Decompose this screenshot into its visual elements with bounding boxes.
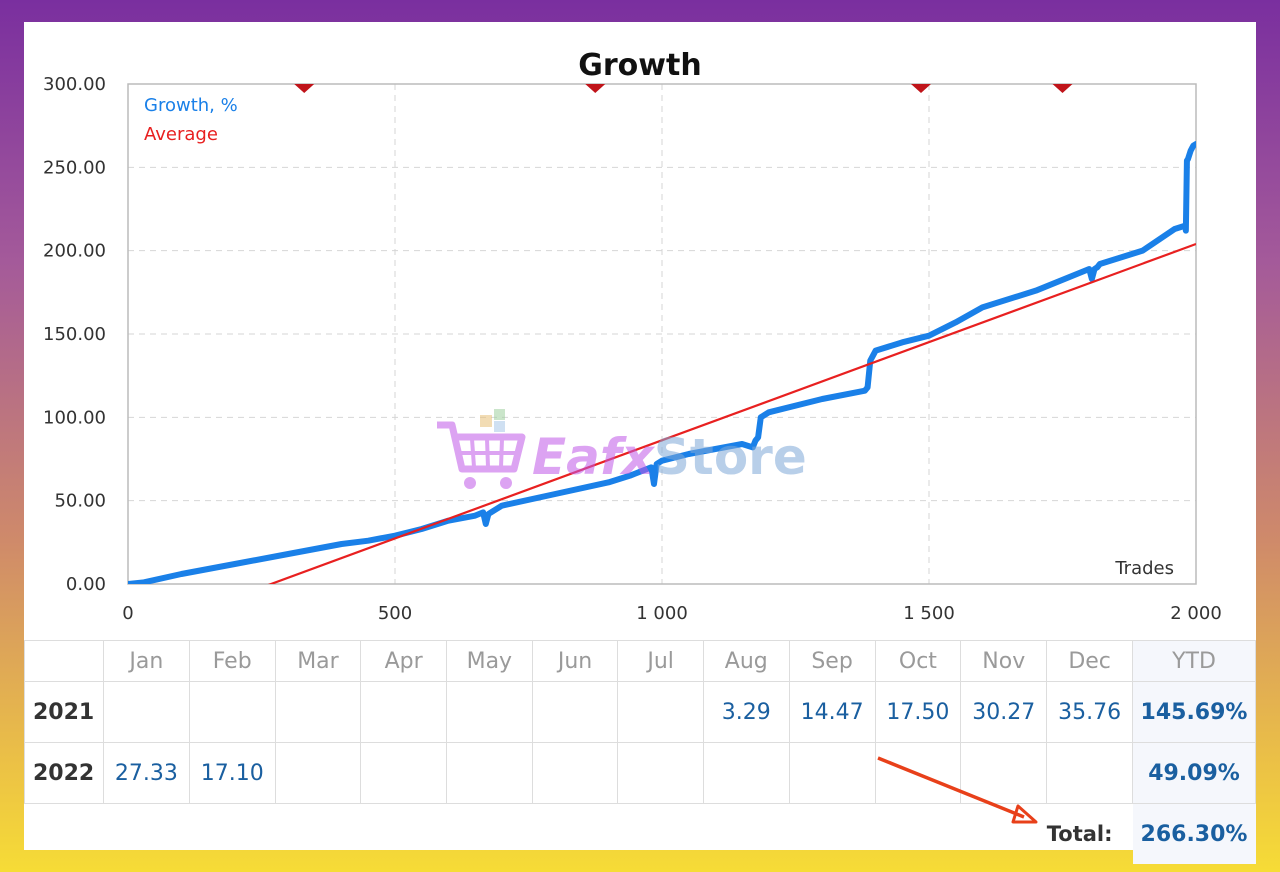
header-month: Sep — [788, 640, 876, 682]
table-cell — [531, 681, 619, 743]
deposit-marker-icon — [585, 84, 606, 93]
monthly-returns-table: Jan Feb Mar Apr May Jun Jul Aug Sep Oct … — [24, 640, 1256, 864]
legend-average: Average — [144, 124, 218, 145]
x-tick-label: 0 — [122, 603, 133, 624]
table-cell — [531, 742, 619, 804]
table-cell: 3.29 — [702, 681, 790, 743]
growth-panel: Growth 0.00 50.00 100.00 150.00 200.00 250.00… — [24, 22, 1256, 864]
deposit-marker-icon — [910, 84, 931, 93]
deposit-marker-icon — [1052, 84, 1073, 93]
deposit-marker-icon — [294, 84, 315, 93]
table-cell — [274, 681, 362, 743]
table-cell: 27.33 — [102, 742, 190, 804]
y-tick-label: 100.00 — [43, 407, 106, 428]
table-cell — [617, 742, 704, 804]
header-month: May — [445, 640, 533, 682]
table-cell — [188, 681, 276, 743]
y-tick-label: 300.00 — [43, 74, 106, 95]
header-month: Mar — [274, 640, 362, 682]
table-cell: 17.10 — [188, 742, 276, 804]
table-cell — [360, 681, 447, 743]
x-tick-label: 2 000 — [1170, 603, 1222, 624]
legend-growth: Growth, % — [144, 95, 238, 116]
x-tick-label: 1 500 — [903, 603, 955, 624]
table-cell — [102, 681, 190, 743]
y-tick-label: 0.00 — [66, 574, 106, 595]
row-year: 2021 — [24, 681, 104, 743]
series-line-growth — [128, 141, 1196, 584]
table-cell: 17.50 — [874, 681, 962, 743]
header-month: Oct — [874, 640, 962, 682]
plot-area-border — [127, 83, 1197, 585]
header-month: Nov — [960, 640, 1048, 682]
table-cell: 30.27 — [960, 681, 1048, 743]
header-ytd: YTD — [1132, 640, 1256, 682]
header-month: Apr — [360, 640, 447, 682]
table-header-row: Jan Feb Mar Apr May Jun Jul Aug Sep Oct … — [24, 640, 1256, 682]
header-month: Aug — [702, 640, 790, 682]
y-tick-label: 250.00 — [43, 157, 106, 178]
table-cell: 14.47 — [788, 681, 876, 743]
ytd-cell: 49.09% — [1132, 742, 1256, 804]
y-tick-label: 200.00 — [43, 241, 106, 262]
chart-title: Growth — [578, 48, 702, 83]
table-cell — [702, 742, 790, 804]
table-cell — [445, 742, 533, 804]
table-cell — [360, 742, 447, 804]
table-cell: 35.76 — [1046, 681, 1134, 743]
x-axis-label: Trades — [1114, 558, 1174, 579]
ytd-cell: 145.69% — [1132, 681, 1256, 743]
table-cell — [445, 681, 533, 743]
total-value: 266.30% — [1132, 803, 1256, 864]
table-cell — [874, 742, 962, 804]
table-cell — [1046, 742, 1134, 804]
x-tick-label: 1 000 — [636, 603, 688, 624]
header-month: Jun — [531, 640, 619, 682]
header-month: Dec — [1046, 640, 1134, 682]
table-cell — [788, 742, 876, 804]
table-cell — [274, 742, 362, 804]
table-row: 2021 3.29 14.47 17.50 30.27 35.76 145.69… — [24, 681, 1256, 743]
total-label: Total: — [24, 803, 1133, 864]
x-tick-label: 500 — [378, 603, 412, 624]
row-year: 2022 — [24, 742, 104, 804]
y-tick-label: 50.00 — [54, 491, 106, 512]
header-month: Feb — [188, 640, 276, 682]
y-tick-label: 150.00 — [43, 324, 106, 345]
total-row: Total: 266.30% — [24, 803, 1256, 864]
growth-chart: 0.00 50.00 100.00 150.00 200.00 250.00 300.00 0… — [43, 74, 1222, 624]
header-month: Jul — [617, 640, 704, 682]
series-line-average — [267, 242, 1196, 584]
header-month: Jan — [102, 640, 190, 682]
table-cell — [960, 742, 1048, 804]
header-blank — [24, 640, 104, 682]
table-row: 2022 27.33 17.10 49.09% — [24, 742, 1256, 804]
table-cell — [617, 681, 704, 743]
